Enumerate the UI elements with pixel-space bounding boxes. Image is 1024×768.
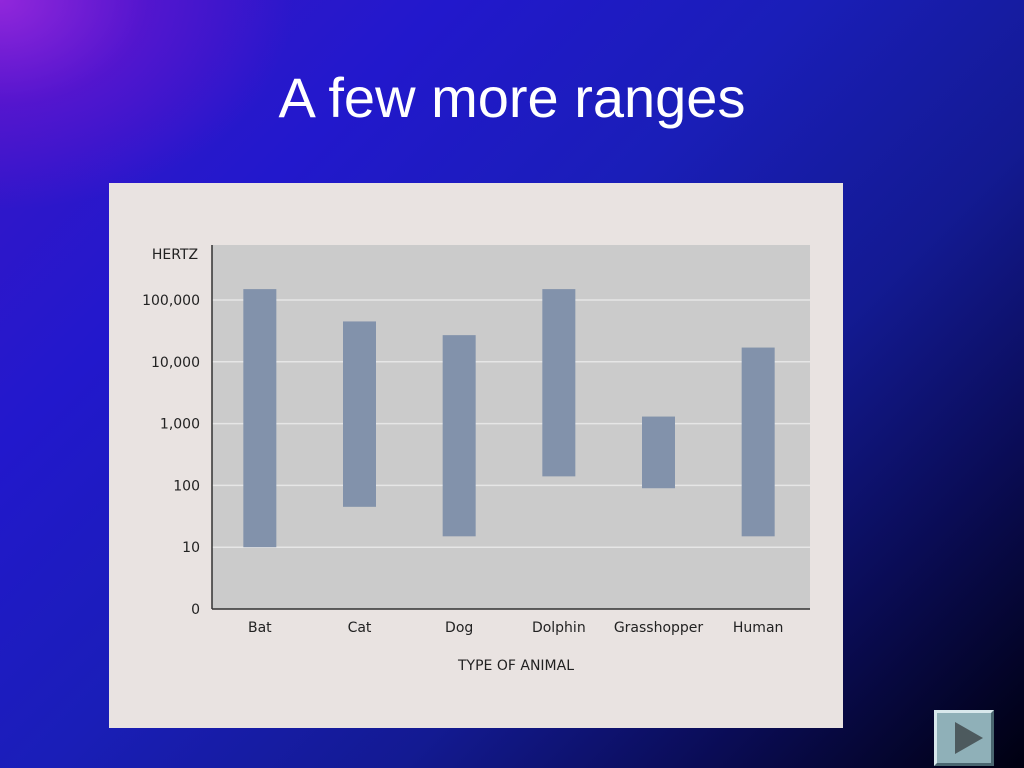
x-tick-label: Human xyxy=(733,620,784,636)
x-tick-label: Dog xyxy=(445,620,473,636)
play-arrow-icon xyxy=(955,722,983,754)
x-tick-label: Bat xyxy=(248,620,272,636)
range-bar xyxy=(442,335,476,537)
range-bar-chart: 0 10 100 1,000 10,000 100,000 HERTZ Bat Cat Dog Do… xyxy=(142,245,810,674)
slide-title: A few more ranges xyxy=(278,66,746,129)
y-tick-label: 1,000 xyxy=(160,417,200,433)
range-bar xyxy=(343,321,376,507)
y-tick-label: 0 xyxy=(191,602,200,618)
range-bar xyxy=(243,289,277,548)
x-axis-label: TYPE OF ANIMAL xyxy=(457,658,574,674)
y-tick-label: 100,000 xyxy=(142,293,200,309)
range-bar xyxy=(741,347,775,537)
x-tick-label: Dolphin xyxy=(532,620,586,636)
range-bar xyxy=(542,289,576,477)
y-tick-label: 10 xyxy=(182,540,200,556)
x-tick-label: Grasshopper xyxy=(614,620,704,636)
x-tick-label: Cat xyxy=(348,620,372,636)
range-bar xyxy=(642,416,675,489)
next-slide-button[interactable] xyxy=(934,710,994,766)
chart-panel: 0 10 100 1,000 10,000 100,000 HERTZ Bat Cat Dog Do… xyxy=(109,183,843,728)
y-axis-label: HERTZ xyxy=(152,247,198,263)
plot-area xyxy=(212,245,810,609)
y-tick-label: 10,000 xyxy=(151,355,200,371)
y-tick-label: 100 xyxy=(173,478,200,494)
